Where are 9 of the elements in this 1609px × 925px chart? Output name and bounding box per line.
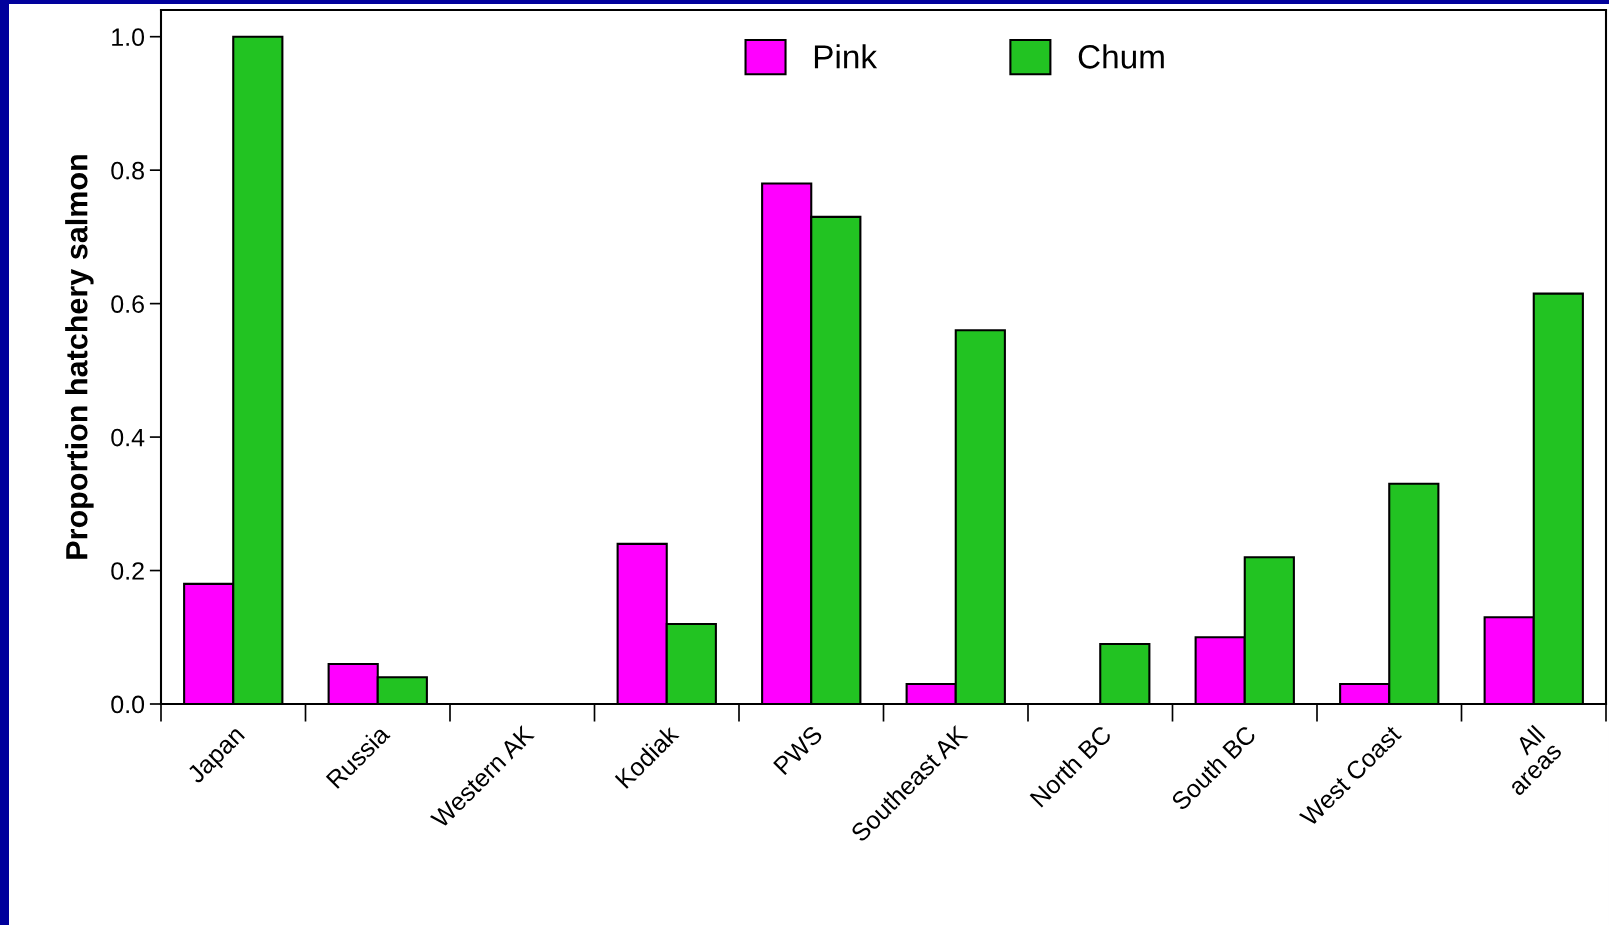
y-tick-label: 0.0 [111,695,145,714]
y-tick-label: 0.4 [111,428,145,447]
y-tick-label: 0.8 [111,161,144,180]
legend-label: Chum [1078,44,1164,69]
y-tick-label: 0.6 [111,295,144,313]
y-tick-label: 1.0 [112,28,145,46]
legend-label: Pink [814,44,878,69]
y-axis-title: Proportion hatchery salmon [65,155,94,559]
y-tick-label: 0.2 [111,562,144,580]
